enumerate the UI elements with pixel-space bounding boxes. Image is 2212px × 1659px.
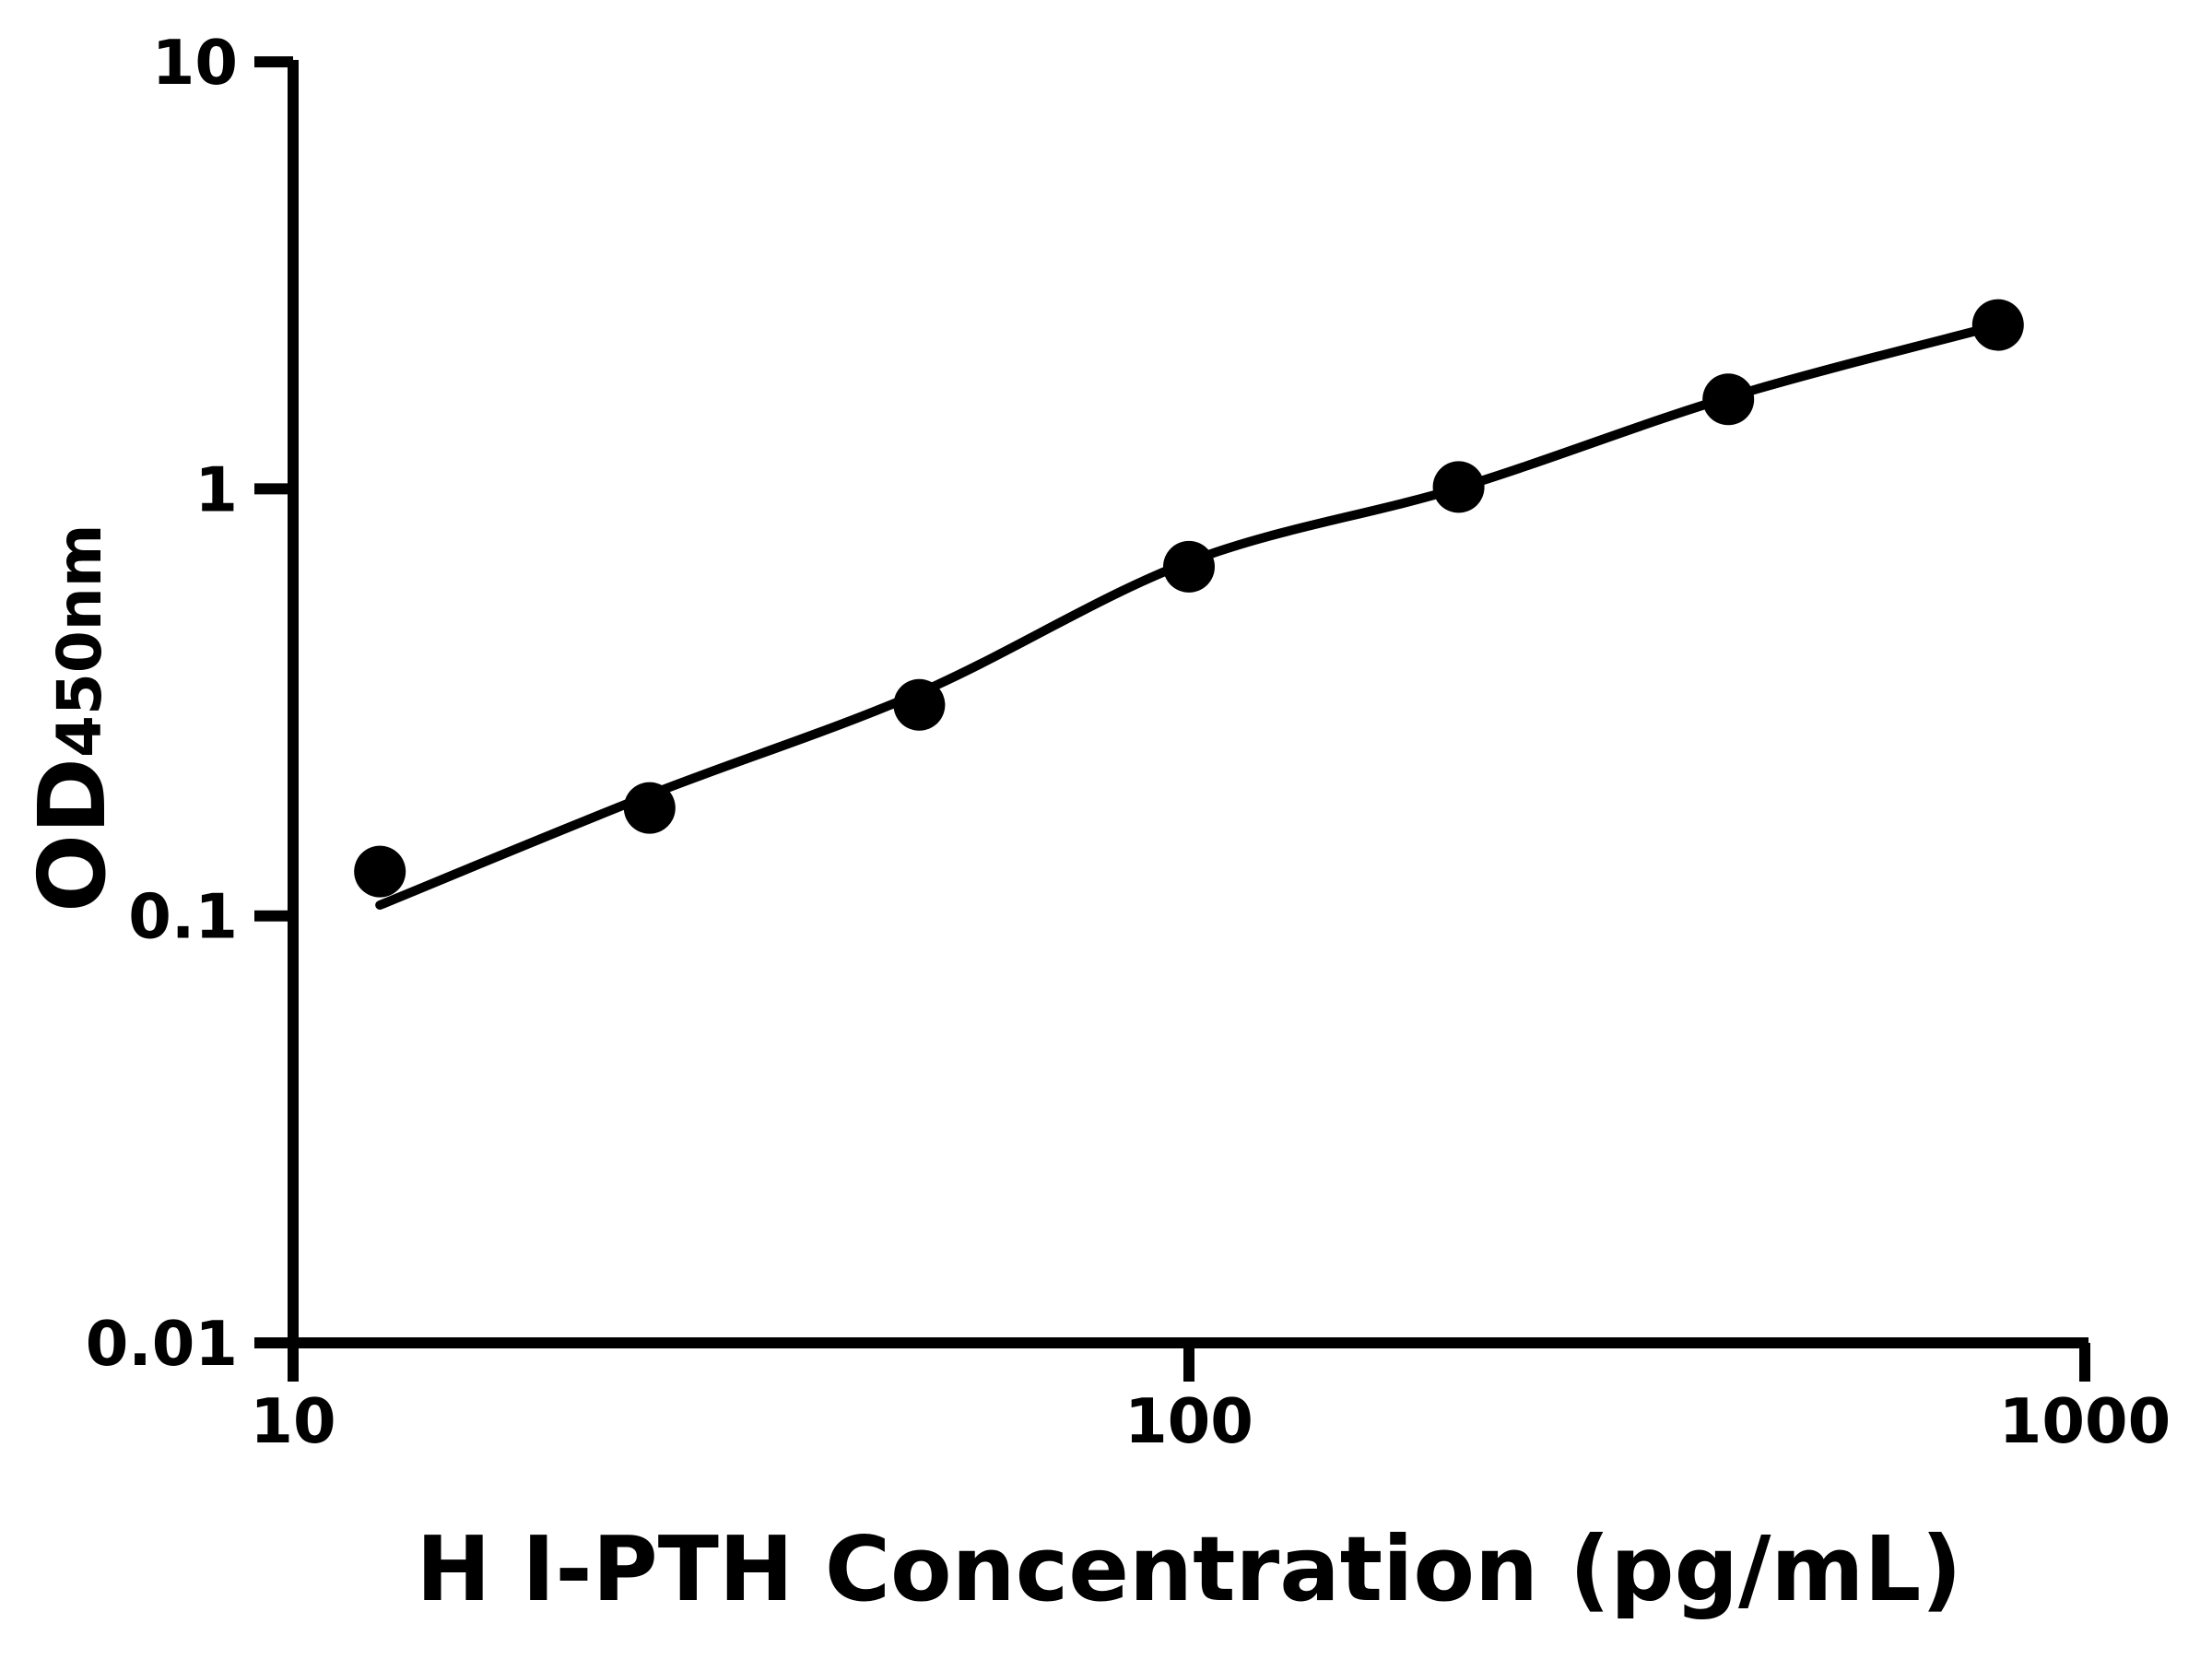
standard-curve-line — [375, 320, 2003, 910]
data-point-marker — [1971, 299, 2024, 351]
data-point-marker — [1432, 461, 1485, 513]
x-tick-label: 10 — [250, 1385, 335, 1457]
y-tick-label: 1 — [194, 453, 238, 525]
data-point-marker — [893, 678, 946, 731]
y-axis-title-main: OD — [18, 758, 126, 912]
x-tick-label: 100 — [1124, 1385, 1253, 1457]
y-tick-label: 0.1 — [128, 881, 238, 953]
data-point-marker — [623, 782, 676, 834]
x-tick-label: 1000 — [1999, 1385, 2171, 1457]
axes — [288, 60, 2088, 1380]
y-axis-title: OD450nm — [18, 524, 126, 912]
y-axis-title-subscript: 450nm — [44, 524, 115, 758]
fit-curve — [375, 320, 2003, 910]
y-tick-label: 0.01 — [86, 1308, 238, 1380]
tick-labels: 0.01 0.1 1 10 10 100 1000 — [86, 27, 2171, 1457]
data-points — [354, 299, 2024, 898]
data-point-marker — [1163, 540, 1215, 593]
data-point-marker — [354, 845, 406, 898]
data-point-marker — [1702, 373, 1755, 426]
axis-ticks — [254, 56, 2090, 1382]
y-tick-label: 10 — [152, 27, 238, 99]
x-axis-title: H I-PTH Concentration (pg/mL) — [416, 1517, 1961, 1621]
